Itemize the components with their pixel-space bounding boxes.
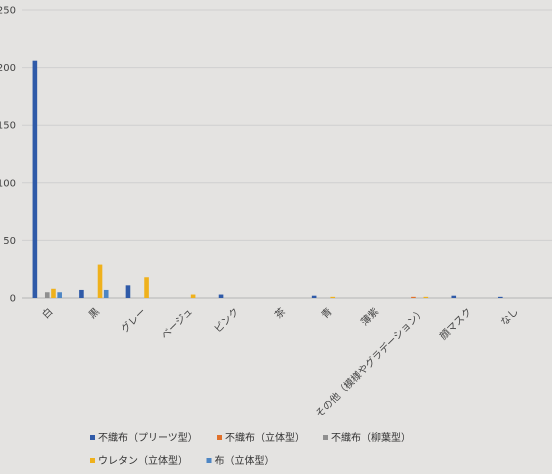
bar xyxy=(51,288,56,298)
x-category-label: ベージュ xyxy=(159,306,195,342)
x-category-label: 黒 xyxy=(86,306,102,322)
legend-swatch xyxy=(90,458,95,463)
bar xyxy=(498,296,503,298)
gridlines xyxy=(22,9,552,299)
legend-label: 不織布（立体型） xyxy=(225,431,305,444)
bar xyxy=(330,296,336,298)
y-tick-label: 250 xyxy=(0,6,16,17)
bar xyxy=(125,285,131,298)
bar xyxy=(190,294,196,298)
y-tick-label: 100 xyxy=(0,178,16,189)
legend-label: 布（立体型） xyxy=(215,454,275,467)
bar xyxy=(218,294,224,298)
bar xyxy=(57,292,62,298)
bars xyxy=(32,60,503,298)
legend: 不織布（プリーツ型） 不織布（立体型） 不織布（柳葉型） ウレタン（立体型） 布（立体型… xyxy=(90,431,411,467)
legend-swatch xyxy=(323,435,328,440)
x-category-label: ピンク xyxy=(212,306,242,336)
x-category-label: グレー xyxy=(118,305,148,335)
y-axis-ticks: 0 50 100 150 200 250 xyxy=(0,6,16,305)
legend-swatch xyxy=(206,458,212,463)
bar xyxy=(32,60,38,298)
bar xyxy=(411,296,416,298)
x-category-label: 青 xyxy=(318,305,334,321)
x-category-label: 顔マスク xyxy=(437,305,474,342)
bar xyxy=(311,295,317,298)
x-axis-categories: 白黒グレー ベージュ ピンク茶青薄紫その他（模様やグラデーション） 顔マスク なし xyxy=(39,305,521,420)
bar xyxy=(97,264,103,298)
y-tick-label: 200 xyxy=(0,63,16,74)
bar xyxy=(79,289,84,298)
bar xyxy=(44,292,50,298)
bar xyxy=(423,296,429,298)
bar xyxy=(103,289,109,298)
bar xyxy=(451,295,457,298)
x-category-label: なし xyxy=(498,306,521,329)
legend-label: ウレタン（立体型） xyxy=(98,454,188,467)
bar xyxy=(144,277,149,298)
legend-swatch xyxy=(90,435,95,440)
y-tick-label: 150 xyxy=(0,121,16,132)
x-category-label: 白 xyxy=(39,305,55,321)
legend-label: 不織布（プリーツ型） xyxy=(98,431,198,444)
y-tick-label: 50 xyxy=(3,236,16,247)
y-tick-label: 0 xyxy=(10,294,16,305)
x-category-label: 茶 xyxy=(272,305,288,321)
x-category-label: 薄紫 xyxy=(358,305,381,328)
legend-label: 不織布（柳葉型） xyxy=(331,431,411,444)
legend-swatch xyxy=(217,435,222,440)
